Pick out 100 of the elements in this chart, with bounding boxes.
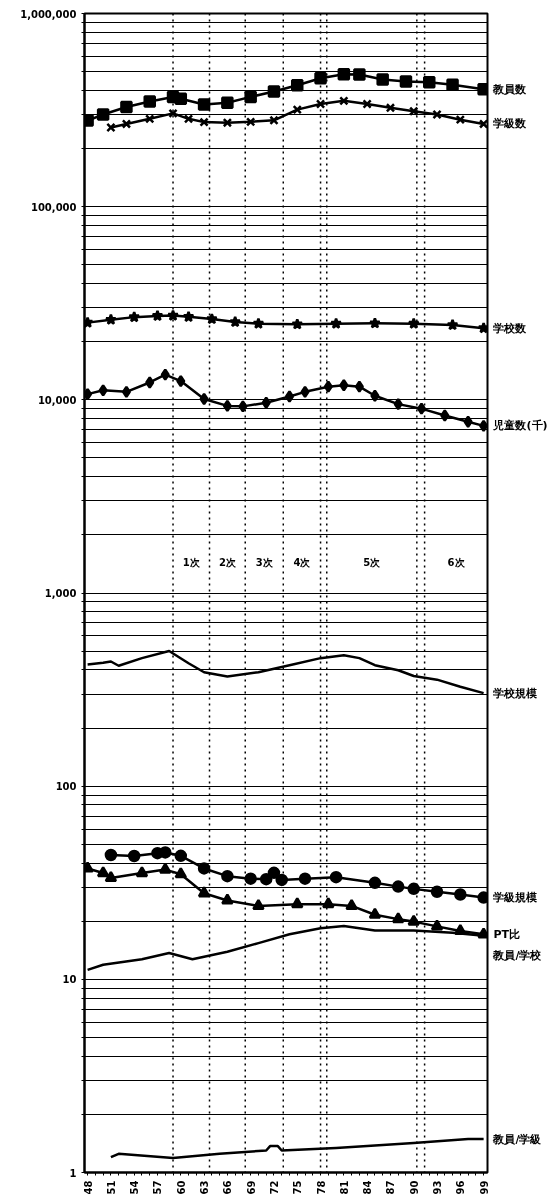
point [291,318,304,330]
point [368,907,382,919]
point [221,869,234,883]
y-tick-label: 1,000 [44,588,77,599]
point [314,72,327,85]
point [145,376,155,389]
point [104,313,117,325]
x-tick-label: 54 [129,1180,141,1195]
point [315,99,326,109]
point [121,119,132,129]
point [238,400,248,413]
x-tick-label: 99 [478,1180,490,1195]
series-label: 教員数 [492,82,528,96]
point [197,886,211,898]
point [345,898,358,911]
point [298,872,312,885]
point [197,862,211,875]
point [96,866,110,878]
point [135,866,149,878]
point [393,397,403,411]
point [408,106,419,116]
x-tick-label: 60 [175,1180,187,1195]
point [127,849,141,863]
series-label: 学級数 [493,117,528,131]
x-tick-label: 48 [82,1180,94,1195]
series-label: 教員/学校 [492,949,543,963]
point [323,380,333,393]
x-tick-label: 63 [199,1180,211,1195]
annotation: 1次 [182,557,201,569]
x-tick-label: 51 [105,1180,117,1195]
point [221,893,234,905]
y-tick-label: 10,000 [37,394,77,406]
series-label: 教員/学級 [492,1132,543,1146]
point [182,310,195,323]
point [391,912,405,924]
point [440,409,450,422]
series-label: 児童数(千) [492,419,548,433]
x-tick-label: 72 [268,1180,280,1195]
point [121,385,132,399]
point [205,312,218,325]
point [267,85,281,98]
point [120,100,133,114]
point [245,117,256,127]
point [291,79,304,92]
point [368,876,382,890]
point [339,378,349,392]
point [174,92,188,105]
point [478,119,488,129]
point [222,399,232,413]
point [446,318,459,331]
point [454,888,467,901]
series-label: 学級規模 [493,891,539,905]
y-tick-label: 10 [62,974,77,986]
y-tick-label: 1 [69,1167,77,1179]
point [176,374,186,388]
point [252,317,265,329]
point [339,96,349,106]
x-tick-label: 90 [408,1180,420,1195]
point [423,75,436,89]
point [222,117,233,128]
point [337,67,351,81]
point [197,98,211,111]
y-tick-label: 100 [55,781,77,793]
point [96,108,110,121]
x-tick-label: 78 [315,1180,327,1195]
point [477,321,488,334]
point [362,99,372,109]
point [229,315,242,328]
point [354,380,364,393]
series-label: 学校規模 [493,686,539,700]
point [385,103,396,113]
series-label: 学校数 [493,321,528,335]
point [259,872,273,886]
point [376,73,389,86]
point [106,122,116,133]
x-tick-label: 93 [432,1180,444,1195]
point [160,368,170,381]
annotation: 2次 [218,557,237,569]
point [300,385,310,399]
x-tick-label: 57 [152,1180,164,1195]
point [330,317,343,329]
x-tick-label: 75 [292,1180,304,1195]
point [353,68,366,81]
point [432,109,442,120]
point [291,897,304,909]
point [98,384,108,397]
point [292,104,303,115]
x-tick-label: 81 [338,1180,350,1195]
point [267,866,281,880]
point [174,867,188,879]
point [368,317,381,329]
point [252,898,265,911]
point [244,872,257,885]
point [407,914,420,926]
x-tick-label: 96 [455,1180,467,1195]
point [329,870,343,884]
point [322,897,335,909]
point [128,310,141,323]
y-tick-label: 100,000 [30,201,77,213]
x-tick-label: 87 [385,1180,397,1195]
